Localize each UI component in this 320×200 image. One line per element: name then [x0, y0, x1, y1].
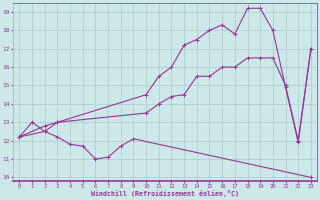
X-axis label: Windchill (Refroidissement éolien,°C): Windchill (Refroidissement éolien,°C)	[91, 190, 239, 197]
